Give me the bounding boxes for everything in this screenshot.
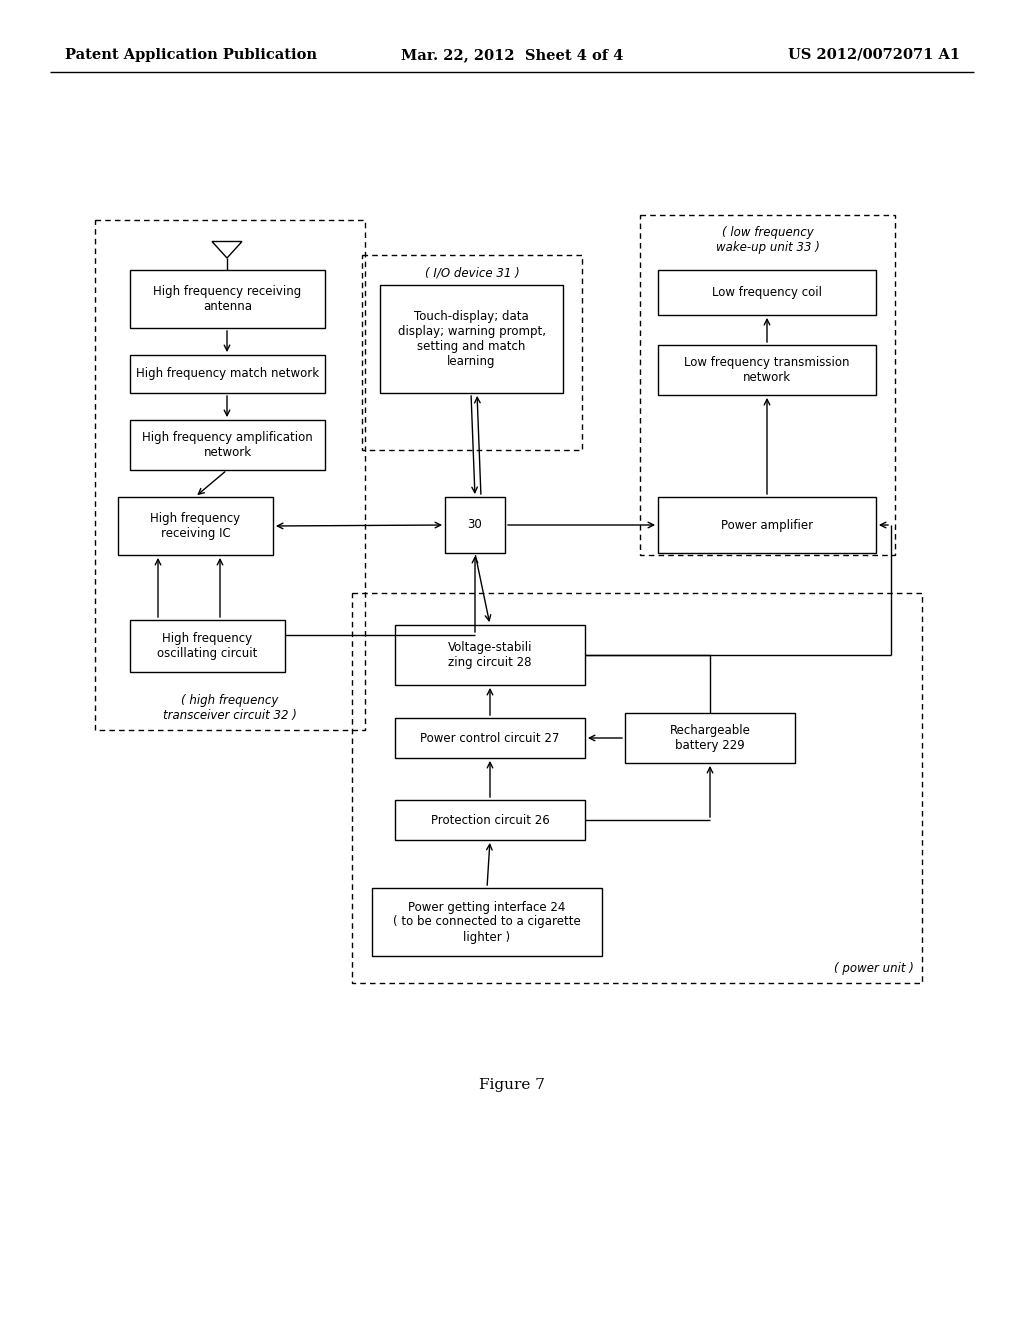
Text: Touch-display; data
display; warning prompt,
setting and match
learning: Touch-display; data display; warning pro… bbox=[397, 310, 546, 368]
Bar bbox=[130, 355, 325, 393]
Bar bbox=[130, 420, 325, 470]
Text: Mar. 22, 2012  Sheet 4 of 4: Mar. 22, 2012 Sheet 4 of 4 bbox=[400, 48, 624, 62]
Text: Figure 7: Figure 7 bbox=[479, 1078, 545, 1092]
Text: ( low frequency
wake-up unit 33 ): ( low frequency wake-up unit 33 ) bbox=[716, 226, 819, 253]
Text: ( high frequency
transceiver circuit 32 ): ( high frequency transceiver circuit 32 … bbox=[163, 694, 297, 722]
Bar bbox=[362, 255, 582, 450]
Bar bbox=[95, 220, 365, 730]
Bar bbox=[352, 593, 922, 983]
Bar bbox=[640, 215, 895, 554]
Text: Power control circuit 27: Power control circuit 27 bbox=[420, 731, 560, 744]
Bar bbox=[130, 620, 285, 672]
Text: US 2012/0072071 A1: US 2012/0072071 A1 bbox=[787, 48, 961, 62]
Bar bbox=[445, 498, 505, 553]
Text: Low frequency coil: Low frequency coil bbox=[712, 286, 822, 300]
Text: 30: 30 bbox=[468, 519, 482, 532]
Text: ( power unit ): ( power unit ) bbox=[835, 962, 914, 975]
Text: Voltage-stabili
zing circuit 28: Voltage-stabili zing circuit 28 bbox=[447, 642, 532, 669]
Text: Protection circuit 26: Protection circuit 26 bbox=[431, 813, 549, 826]
Bar bbox=[395, 624, 585, 685]
Bar bbox=[118, 498, 273, 554]
Bar bbox=[395, 718, 585, 758]
Text: High frequency match network: High frequency match network bbox=[136, 367, 319, 380]
Bar bbox=[658, 498, 876, 553]
Bar bbox=[658, 345, 876, 395]
Bar bbox=[380, 285, 563, 393]
Text: Patent Application Publication: Patent Application Publication bbox=[65, 48, 317, 62]
Text: ( I/O device 31 ): ( I/O device 31 ) bbox=[425, 267, 519, 279]
Bar bbox=[658, 271, 876, 315]
Text: High frequency amplification
network: High frequency amplification network bbox=[142, 432, 313, 459]
Bar bbox=[372, 888, 602, 956]
Text: Low frequency transmission
network: Low frequency transmission network bbox=[684, 356, 850, 384]
Text: High frequency
oscillating circuit: High frequency oscillating circuit bbox=[158, 632, 258, 660]
Text: Power amplifier: Power amplifier bbox=[721, 519, 813, 532]
Text: High frequency receiving
antenna: High frequency receiving antenna bbox=[154, 285, 302, 313]
Text: Power getting interface 24
( to be connected to a cigarette
lighter ): Power getting interface 24 ( to be conne… bbox=[393, 900, 581, 944]
Text: Rechargeable
battery 229: Rechargeable battery 229 bbox=[670, 723, 751, 752]
Bar bbox=[130, 271, 325, 327]
Bar bbox=[395, 800, 585, 840]
Text: High frequency
receiving IC: High frequency receiving IC bbox=[151, 512, 241, 540]
Bar bbox=[625, 713, 795, 763]
